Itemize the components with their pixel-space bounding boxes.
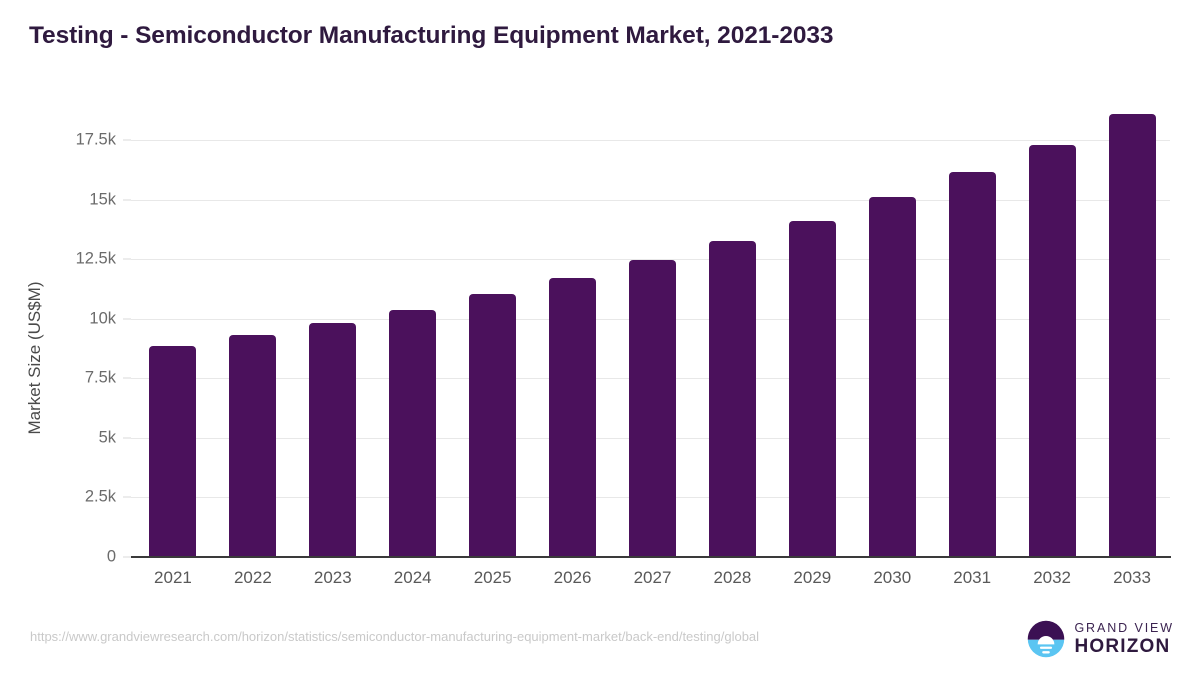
y-axis-tick-label: 17.5k <box>75 130 116 149</box>
source-url[interactable]: https://www.grandviewresearch.com/horizo… <box>30 629 760 644</box>
x-axis-tick-label: 2032 <box>1033 568 1072 587</box>
x-axis-tick-label: 2022 <box>233 568 272 587</box>
y-axis-tick-mark <box>123 556 131 558</box>
x-axis-tick-label: 2026 <box>553 568 592 587</box>
y-axis-tick-mark <box>123 139 131 141</box>
gridline <box>131 199 1170 201</box>
x-axis-tick-label: 2025 <box>473 568 512 587</box>
plot-area <box>131 113 1170 557</box>
bar[interactable] <box>149 346 197 557</box>
y-axis-tick-mark <box>123 377 131 379</box>
bar[interactable] <box>549 278 597 557</box>
y-axis-tick-label: 12.5k <box>75 249 116 268</box>
bar[interactable] <box>948 172 996 557</box>
logo-line-grand-view: GRAND VIEW <box>1074 620 1174 635</box>
y-axis-tick-mark <box>123 318 131 320</box>
x-axis-tick-label: 2029 <box>793 568 832 587</box>
bar[interactable] <box>229 335 277 557</box>
y-axis-tick-mark <box>123 199 131 201</box>
y-axis-tick-label: 15k <box>89 190 116 209</box>
y-axis-tick-mark <box>123 496 131 498</box>
y-axis-tick-label: 5k <box>98 428 116 447</box>
x-axis-tick-label: 2028 <box>713 568 752 587</box>
x-axis-tick-label: 2024 <box>393 568 432 587</box>
brand-logo[interactable]: GRAND VIEW HORIZON <box>1027 620 1174 658</box>
x-axis-tick-label: 2030 <box>873 568 912 587</box>
gridline <box>131 140 1170 141</box>
x-axis-tick-label: 2031 <box>953 568 992 587</box>
y-axis-tick-label: 2.5k <box>84 487 116 506</box>
y-axis: 0 2.5k 5k 7.5k 10k 12.5k 15k 17.5k <box>0 0 131 675</box>
bar[interactable] <box>309 322 357 557</box>
y-axis-tick-label: 10k <box>89 309 116 328</box>
bar[interactable] <box>788 221 836 557</box>
y-axis-tick-label: 0 <box>106 547 116 566</box>
gridline <box>131 259 1170 261</box>
page-title: Testing - Semiconductor Manufacturing Eq… <box>29 22 834 49</box>
bar[interactable] <box>1108 113 1156 557</box>
y-axis-tick-mark <box>123 258 131 260</box>
bar[interactable] <box>389 310 437 557</box>
bar[interactable] <box>708 241 756 557</box>
y-axis-tick-mark <box>123 437 131 439</box>
bar[interactable] <box>1028 144 1076 557</box>
x-axis-tick-label: 2021 <box>154 568 192 587</box>
x-axis-tick-label: 2027 <box>633 568 672 587</box>
grand-view-horizon-logo-icon <box>1028 620 1065 658</box>
x-axis: 2021 2022 2023 2024 2025 2026 2027 2028 2029 2030… <box>131 562 1170 594</box>
bar[interactable] <box>629 260 676 557</box>
x-axis-tick-label: 2033 <box>1113 568 1151 587</box>
y-axis-tick-label: 7.5k <box>84 368 116 387</box>
y-axis-title: Market Size (US$M) <box>25 281 44 435</box>
bar[interactable] <box>469 293 517 557</box>
logo-wordmark: GRAND VIEW HORIZON <box>1074 622 1174 657</box>
logo-line-horizon: HORIZON <box>1074 636 1171 658</box>
bar[interactable] <box>868 197 916 557</box>
x-axis-line <box>131 556 1171 558</box>
x-axis-tick-label: 2023 <box>313 568 352 587</box>
